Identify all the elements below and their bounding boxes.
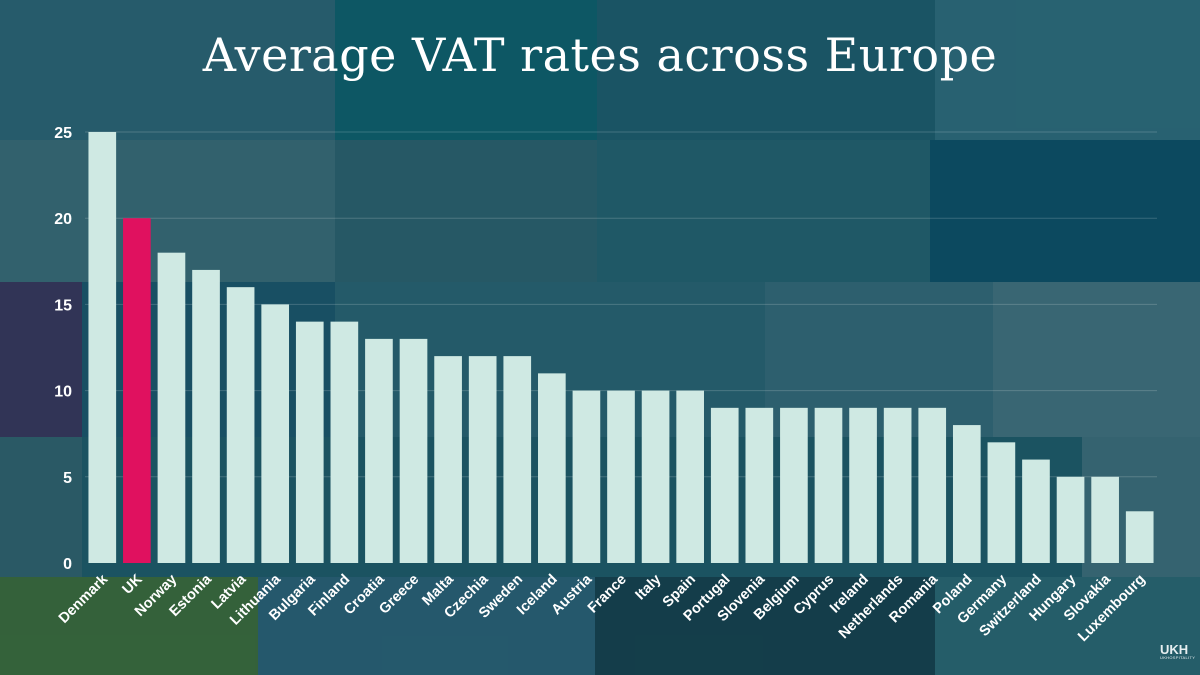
bg-photo-tile [258,577,595,675]
y-tick-label: 0 [63,556,72,573]
bg-photo-tile [597,140,930,282]
bar [1125,511,1154,563]
bar [399,338,428,563]
bar [745,407,774,563]
bar [641,390,670,563]
bar [676,390,704,563]
bar [365,338,393,563]
x-tick-label: UK [120,571,146,597]
y-tick-label: 5 [63,470,72,487]
bar [987,442,1016,563]
bar [468,356,497,563]
bg-photo-tile [0,577,258,675]
ukh-logo: UKH UKHOSPITALITY [1160,643,1195,660]
x-tick-label: France [585,572,630,617]
bar [261,304,290,563]
bg-photo-tile [935,577,1200,675]
bg-photo-tile [0,282,82,437]
bar [780,407,808,563]
bg-photo-tile [595,577,935,675]
bg-photo-tile [935,0,1200,140]
bar [710,407,739,563]
bar [572,390,601,563]
bg-photo-tile [0,437,82,577]
y-tick-label: 10 [54,384,72,401]
bg-photo-tile [930,140,1200,282]
bar [192,269,220,563]
x-tick-label: Denmark [56,571,112,627]
bar [1022,459,1050,563]
bar [157,252,186,563]
bar [88,132,117,563]
bg-photo-tile [335,0,597,140]
bar [434,356,462,563]
bg-photo-tile [335,140,597,282]
bar [918,407,947,563]
bar [952,425,981,563]
bar [295,321,324,563]
bar [883,407,912,563]
bar [607,390,635,563]
bar [1091,476,1119,563]
chart-title: Average VAT rates across Europe [202,28,998,82]
bar [1056,476,1085,563]
bar [330,321,359,563]
bg-photo-tile [597,0,935,140]
bar [226,287,255,563]
bar [503,356,532,563]
y-tick-label: 15 [54,297,72,314]
y-tick-label: 20 [54,211,72,228]
logo-main: UKH [1160,642,1189,657]
bg-photo-tile [993,282,1200,437]
bar [849,407,877,563]
bar [123,218,151,563]
logo-sub: UKHOSPITALITY [1160,655,1196,660]
bar [814,407,843,563]
y-tick-label: 25 [54,125,72,142]
bg-photo-tile [0,0,335,140]
bar [538,373,566,563]
